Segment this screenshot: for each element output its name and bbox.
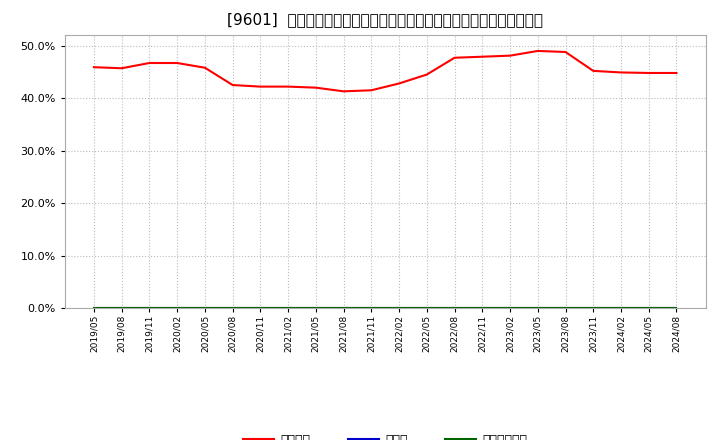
のれん xyxy=(145,305,154,311)
自己資本 xyxy=(478,54,487,59)
繰延税金資産 xyxy=(117,305,126,311)
自己資本 xyxy=(339,89,348,94)
のれん xyxy=(395,305,403,311)
Title: [9601]  自己資本、のれん、繰延税金資産の総資産に対する比率の推移: [9601] 自己資本、のれん、繰延税金資産の総資産に対する比率の推移 xyxy=(228,12,543,27)
繰延税金資産 xyxy=(672,305,681,311)
繰延税金資産 xyxy=(228,305,237,311)
繰延税金資産 xyxy=(312,305,320,311)
のれん xyxy=(423,305,431,311)
のれん xyxy=(173,305,181,311)
繰延税金資産 xyxy=(561,305,570,311)
のれん xyxy=(450,305,459,311)
のれん xyxy=(117,305,126,311)
自己資本 xyxy=(616,70,625,75)
のれん xyxy=(672,305,681,311)
自己資本 xyxy=(423,72,431,77)
自己資本 xyxy=(312,85,320,90)
繰延税金資産 xyxy=(256,305,265,311)
繰延税金資産 xyxy=(367,305,376,311)
自己資本 xyxy=(228,82,237,88)
のれん xyxy=(644,305,653,311)
繰延税金資産 xyxy=(644,305,653,311)
自己資本 xyxy=(201,65,210,70)
のれん xyxy=(89,305,98,311)
繰延税金資産 xyxy=(534,305,542,311)
繰延税金資産 xyxy=(89,305,98,311)
自己資本 xyxy=(672,70,681,76)
繰延税金資産 xyxy=(589,305,598,311)
のれん xyxy=(339,305,348,311)
繰延税金資産 xyxy=(395,305,403,311)
のれん xyxy=(589,305,598,311)
のれん xyxy=(616,305,625,311)
繰延税金資産 xyxy=(450,305,459,311)
のれん xyxy=(256,305,265,311)
のれん xyxy=(505,305,514,311)
自己資本 xyxy=(256,84,265,89)
自己資本 xyxy=(117,66,126,71)
自己資本 xyxy=(284,84,292,89)
のれん xyxy=(201,305,210,311)
のれん xyxy=(312,305,320,311)
Line: 自己資本: 自己資本 xyxy=(94,51,677,92)
繰延税金資産 xyxy=(145,305,154,311)
自己資本 xyxy=(89,65,98,70)
Legend: 自己資本, のれん, 繰延税金資産: 自己資本, のれん, 繰延税金資産 xyxy=(238,429,533,440)
繰延税金資産 xyxy=(616,305,625,311)
自己資本 xyxy=(395,81,403,86)
自己資本 xyxy=(505,53,514,58)
繰延税金資産 xyxy=(173,305,181,311)
繰延税金資産 xyxy=(339,305,348,311)
自己資本 xyxy=(589,68,598,73)
自己資本 xyxy=(561,49,570,55)
自己資本 xyxy=(173,60,181,66)
のれん xyxy=(478,305,487,311)
繰延税金資産 xyxy=(423,305,431,311)
繰延税金資産 xyxy=(478,305,487,311)
繰延税金資産 xyxy=(505,305,514,311)
のれん xyxy=(561,305,570,311)
自己資本 xyxy=(145,60,154,66)
繰延税金資産 xyxy=(284,305,292,311)
のれん xyxy=(228,305,237,311)
のれん xyxy=(534,305,542,311)
自己資本 xyxy=(644,70,653,76)
自己資本 xyxy=(534,48,542,54)
自己資本 xyxy=(367,88,376,93)
のれん xyxy=(284,305,292,311)
自己資本 xyxy=(450,55,459,60)
のれん xyxy=(367,305,376,311)
繰延税金資産 xyxy=(201,305,210,311)
